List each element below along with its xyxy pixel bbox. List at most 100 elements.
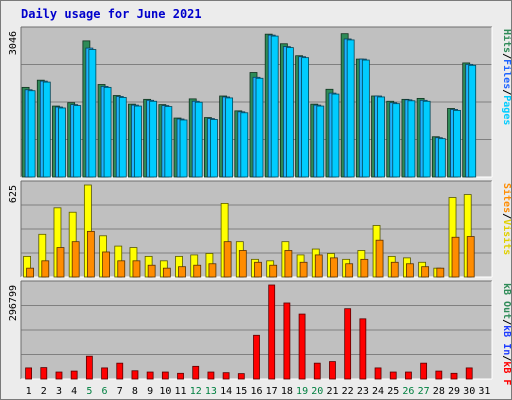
legend-entry: Visits [501,219,511,255]
bar-kb-f [161,371,169,380]
legend-entry: Files [501,59,511,89]
x-tick-label: 23 [357,386,369,397]
bar-pages [240,112,249,178]
legend-entry: / [501,355,511,361]
legend-entry: kB In [501,325,511,355]
x-tick-label: 4 [71,386,77,397]
bar-kb-f [435,370,443,380]
bar-sites [193,264,202,278]
bar-pages [58,107,66,178]
x-tick-label: 13 [205,386,217,397]
bar-sites [436,267,445,278]
bar-kb-f [177,372,184,380]
bar-kb-f [55,371,63,380]
bar-sites [314,254,323,278]
x-tick-label: 29 [448,386,460,397]
bar-kb-f [268,284,276,380]
x-tick-label: 15 [235,386,247,397]
bar-kb-f [359,318,367,380]
bar-sites [390,261,399,278]
bar-kb-f [253,334,260,380]
bar-kb-f [298,313,306,380]
bar-pages [270,35,279,178]
bar-sites [238,250,247,278]
bar-kb-f [405,371,412,380]
bar-pages [361,59,370,178]
bar-kb-f [70,370,78,380]
bar-sites [254,261,262,278]
y-max-label: 3046 [8,31,19,55]
bar-kb-f [116,362,124,380]
x-tick-label: 7 [117,386,123,397]
bar-sites [360,258,369,278]
bar-sites [330,257,338,278]
bar-sites [375,239,384,278]
bar-pages [437,138,446,178]
x-tick-label: 25 [387,386,399,397]
series-legend-visits-sites: Sites/Visits [501,183,511,255]
x-tick-label: 5 [86,386,92,397]
bar-pages [210,119,218,178]
legend-entry: kB F [501,361,511,385]
bar-pages [134,105,142,178]
bar-kb-f [389,371,397,380]
bar-kb-f [283,302,291,380]
bar-sites [208,263,217,278]
x-tick-label: 28 [433,386,445,397]
x-tick-label: 31 [478,386,490,397]
bar-pages [453,109,461,178]
x-tick-label: 22 [342,386,354,397]
legend-entry: Pages [501,95,511,125]
bar-kb-f [131,370,139,380]
series-legend-kbytes: kB Out/kB In/kB F [501,283,511,385]
x-tick-label: 27 [418,386,430,397]
bar-sites [86,230,95,278]
x-tick-label: 9 [147,386,153,397]
bar-sites [178,266,186,278]
bar-sites [451,236,460,278]
x-tick-label: 8 [132,386,138,397]
legend-entry: Sites [501,183,511,213]
bar-sites [223,241,232,278]
bar-kb-f [237,373,245,380]
bar-sites [269,264,278,278]
x-tick-label: 11 [175,386,187,397]
bar-kb-f [85,355,93,380]
bar-kb-f [465,367,473,380]
bar-sites [117,260,126,278]
bar-pages [179,119,188,178]
bar-sites [132,260,141,278]
bar-kb-f [344,308,352,380]
bar-kb-f [207,371,215,380]
x-tick-label: 14 [220,386,232,397]
x-tick-label: 6 [102,386,108,397]
bar-pages [73,105,82,178]
bar-kb-f [329,361,336,380]
bar-sites [71,241,80,278]
bar-sites [162,267,171,278]
bar-sites [56,247,65,278]
bar-kb-f [101,367,108,380]
bar-pages [164,106,173,178]
bar-sites [421,266,430,278]
series-legend-hits-files-pages: Hits/Files/Pages [501,29,511,125]
bar-kb-f [222,372,230,380]
bar-sites [41,260,50,278]
y-max-label: 296799 [8,285,19,321]
x-tick-label: 18 [281,386,293,397]
bar-pages [422,100,431,178]
x-tick-label: 12 [190,386,202,397]
legend-entry: kB Out [501,283,511,319]
bar-sites [26,267,34,278]
bar-sites [299,261,308,278]
bar-pages [42,81,51,178]
bar-pages [255,77,264,178]
bar-pages [377,96,385,178]
bar-pages [285,47,294,178]
bar-kb-f [420,362,428,380]
x-tick-label: 1 [26,386,32,397]
bar-kb-f [25,367,32,380]
x-tick-label: 2 [41,386,47,397]
bar-kb-f [146,371,154,380]
x-tick-label: 17 [266,386,278,397]
